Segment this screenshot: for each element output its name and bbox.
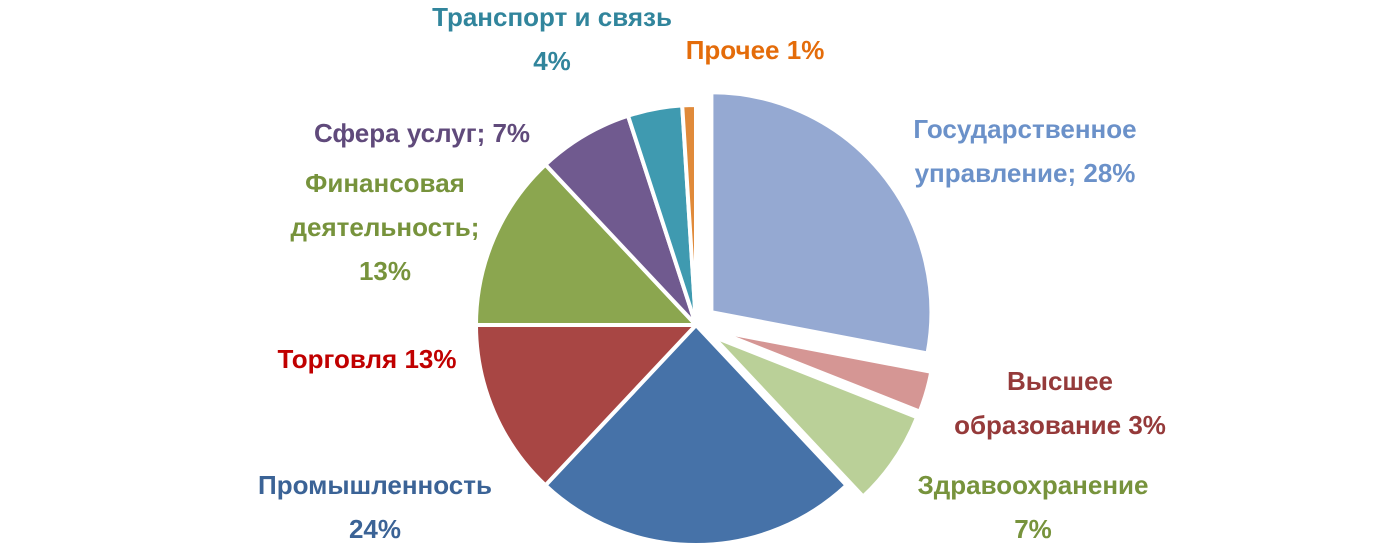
slice-label-line: 7% bbox=[1014, 514, 1052, 544]
pie-slice-промышленность bbox=[543, 323, 849, 547]
pie-slice-прочее bbox=[680, 102, 698, 327]
slice-label-государственное-управление: Государственное управление; 28% bbox=[913, 114, 1136, 188]
slice-label-прочее: Прочее 1% bbox=[686, 35, 825, 65]
slice-label-line: Финансовая bbox=[305, 168, 465, 198]
slice-label-line: Промышленность bbox=[258, 470, 492, 500]
slice-label-здравоохранение: Здравоохранение 7% bbox=[917, 470, 1148, 544]
slice-label-line: Сфера услуг; 7% bbox=[314, 118, 530, 148]
pie-slice-государственное-управление bbox=[709, 90, 934, 356]
slice-label-высшее-образование: Высшее образование 3% bbox=[954, 366, 1166, 440]
slice-label-промышленность: Промышленность 24% bbox=[258, 470, 492, 544]
slice-label-line: 13% bbox=[359, 256, 411, 286]
slice-label-line: Высшее bbox=[1007, 366, 1113, 396]
slice-label-транспорт-и-связь: Транспорт и связь 4% bbox=[432, 2, 672, 76]
slice-label-line: деятельность; bbox=[291, 212, 480, 242]
slice-label-line: Прочее 1% bbox=[686, 35, 825, 65]
slice-label-line: Транспорт и связь bbox=[432, 2, 672, 32]
pie-slice-финансовая-деятельность bbox=[474, 162, 698, 327]
slice-label-line: 4% bbox=[533, 46, 571, 76]
slice-label-финансовая-деятельность: Финансовая деятельность; 13% bbox=[291, 168, 480, 286]
slice-label-line: образование 3% bbox=[954, 410, 1166, 440]
slice-label-line: Здравоохранение bbox=[917, 470, 1148, 500]
slice-label-сфера-услуг: Сфера услуг; 7% bbox=[314, 118, 530, 148]
slice-label-line: управление; 28% bbox=[915, 158, 1136, 188]
slice-label-line: 24% bbox=[349, 514, 401, 544]
pie-slice-торговля bbox=[474, 323, 698, 488]
pie-slice-здравоохранение bbox=[710, 334, 920, 499]
slice-label-line: Торговля 13% bbox=[278, 344, 457, 374]
slice-label-торговля: Торговля 13% bbox=[278, 344, 457, 374]
pie-slice-высшее-образование bbox=[713, 328, 934, 414]
slice-label-line: Государственное bbox=[913, 114, 1136, 144]
